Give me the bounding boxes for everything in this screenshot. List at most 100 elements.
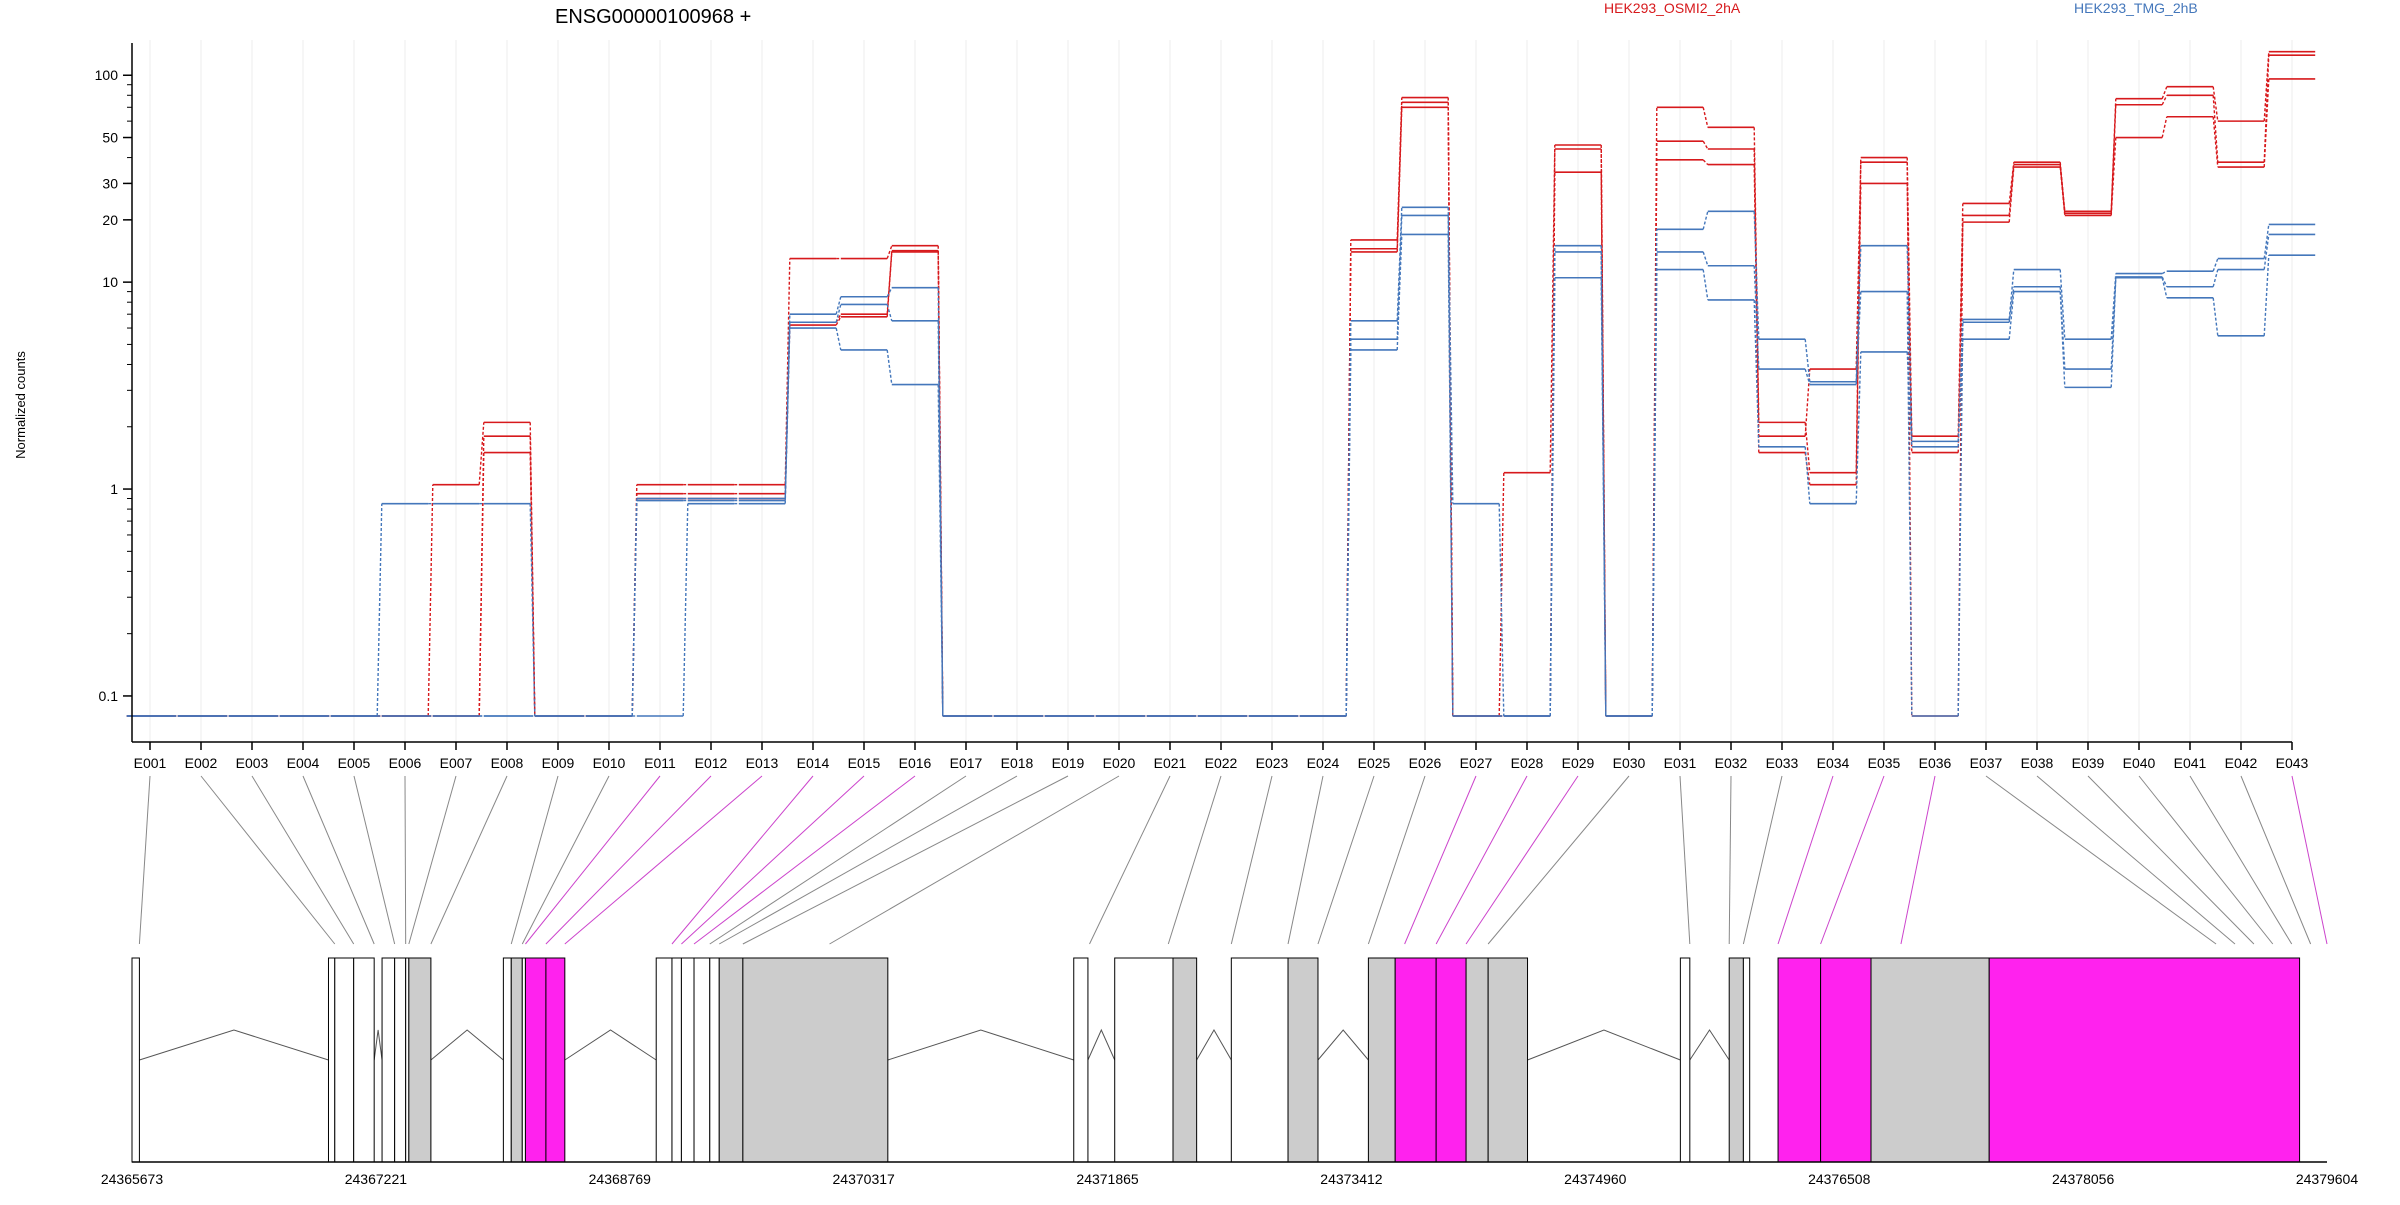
series-connector: [1855, 162, 1862, 370]
intron-line: [373, 1029, 383, 1061]
series-connector: [1702, 140, 1709, 150]
x-tick-label: E001: [134, 755, 167, 771]
series-connector: [835, 327, 842, 351]
exon-link: [2087, 775, 2255, 945]
x-tick-label: E032: [1715, 755, 1748, 771]
intron-line: [1317, 1029, 1369, 1061]
series-connector: [2212, 116, 2219, 168]
exon-link: [829, 775, 1120, 945]
exon-box: [709, 957, 720, 1163]
track-tick-label: 24370317: [833, 1171, 896, 1187]
exon-box: [381, 957, 396, 1163]
intron-line: [1527, 1029, 1681, 1061]
exon-link: [1167, 775, 1222, 945]
exon-box: [510, 957, 523, 1163]
exon-box: [1870, 957, 1990, 1163]
track-tick-label: 24376508: [1808, 1171, 1871, 1187]
series-connector: [886, 245, 893, 259]
exon-link: [200, 775, 336, 945]
exon-box: [1988, 957, 2301, 1163]
x-tick-label: E016: [899, 755, 932, 771]
exon-link: [1985, 775, 2217, 945]
series-connector: [1804, 368, 1811, 385]
series-connector: [1702, 107, 1709, 128]
x-tick-label: E030: [1613, 755, 1646, 771]
y-tick-label: 0.1: [99, 688, 119, 704]
series-connector: [2008, 269, 2015, 320]
exon-box: [680, 957, 695, 1163]
exon-box: [545, 957, 566, 1163]
exon-box: [1487, 957, 1529, 1163]
series-connector: [2161, 270, 2168, 275]
track-tick-label: 24373412: [1320, 1171, 1383, 1187]
series-connector: [2263, 78, 2270, 168]
exon-box: [1777, 957, 1822, 1163]
exon-link: [251, 775, 355, 945]
x-tick-label: E013: [746, 755, 779, 771]
intron-line: [887, 1029, 1074, 1061]
exon-link: [408, 775, 457, 945]
exon-link: [525, 775, 661, 945]
series-connector: [478, 452, 485, 717]
exon-box: [1073, 957, 1089, 1163]
series-connector: [478, 422, 485, 485]
exon-link: [2240, 775, 2312, 945]
exon-link: [2138, 775, 2274, 945]
exon-link: [718, 775, 1018, 945]
series-connector: [1702, 159, 1709, 166]
y-tick-label: 50: [102, 130, 118, 146]
exon-link: [681, 775, 865, 945]
x-tick-label: E018: [1001, 755, 1034, 771]
series-connector: [2008, 291, 2015, 340]
x-tick-label: E039: [2072, 755, 2105, 771]
intron-line: [1689, 1029, 1730, 1061]
series-connector: [1957, 322, 1964, 717]
intron-line: [139, 1029, 329, 1061]
x-tick-label: E019: [1052, 755, 1085, 771]
track-tick-label: 24371865: [1076, 1171, 1139, 1187]
exon-link: [1679, 775, 1691, 945]
series-connector: [2110, 273, 2117, 340]
exon-box: [1287, 957, 1319, 1163]
chart-title: ENSG00000100968 +: [555, 6, 751, 28]
x-tick-label: E006: [389, 755, 422, 771]
series-5: [126, 233, 2316, 717]
series-connector: [1753, 265, 1760, 370]
series-connector: [1651, 229, 1658, 717]
exon-link: [1900, 775, 1936, 945]
exon-box: [1679, 957, 1691, 1163]
grid-lines: [149, 40, 2293, 742]
x-tick-label: E015: [848, 755, 881, 771]
y-tick-label: 100: [95, 67, 119, 83]
exon-box: [693, 957, 711, 1163]
series-connector: [2212, 86, 2219, 122]
x-tick-label: E035: [1868, 755, 1901, 771]
series-connector: [2161, 94, 2168, 106]
x-tick-label: E004: [287, 755, 320, 771]
series-connector: [2110, 137, 2117, 216]
x-tick-label: E021: [1154, 755, 1187, 771]
legend-label-osmi: HEK293_OSMI2_2hA: [1604, 0, 1741, 16]
intron-line: [430, 1029, 504, 1061]
x-tick-label: E025: [1358, 755, 1391, 771]
series-connector: [2263, 234, 2270, 270]
series-connector: [835, 304, 842, 323]
series-connector: [1600, 277, 1607, 717]
series-connector: [1447, 207, 1454, 504]
series-connector: [1702, 269, 1709, 301]
exon-link-lines: [138, 775, 2328, 945]
x-tick-label: E014: [797, 755, 830, 771]
x-tick-label: E002: [185, 755, 218, 771]
x-tick-label: E031: [1664, 755, 1697, 771]
series-connector: [529, 503, 536, 717]
x-tick-label: E010: [593, 755, 626, 771]
exon-link: [693, 775, 916, 945]
series-connector: [835, 296, 842, 315]
intron-line: [564, 1029, 657, 1061]
exon-box: [394, 957, 407, 1163]
exon-box: [408, 957, 432, 1163]
x-tick-label: E043: [2276, 755, 2309, 771]
exon-link: [1367, 775, 1426, 945]
